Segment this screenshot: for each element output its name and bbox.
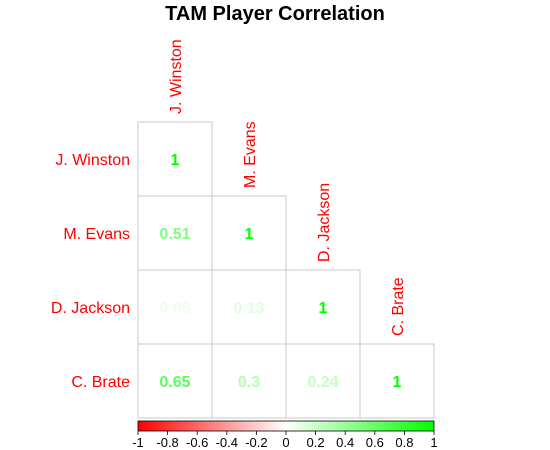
heatmap-cell-c-brate-d-jackson xyxy=(285,343,361,419)
colorbar-tick-label: 0 xyxy=(282,435,289,450)
cell-value-label: 1 xyxy=(171,152,180,169)
heatmap-cell-c-brate-j-winston xyxy=(137,343,213,419)
heatmap-cell-c-brate-c-brate xyxy=(359,343,435,419)
column-label-j-winston: J. Winston xyxy=(168,39,185,114)
column-label-c-brate: C. Brate xyxy=(390,277,407,336)
colorbar: -1 -0.8 -0.6 -0.4 -0.2 0 0.2 0.4 0.6 0.8 1 xyxy=(132,420,438,450)
heatmap-cell-m-evans-m-evans xyxy=(211,195,287,271)
cell-value-label: 0.24 xyxy=(307,374,338,391)
cell-value-label: 0.13 xyxy=(233,300,264,317)
colorbar-gradient xyxy=(137,420,435,432)
colorbar-tick-label: 0.2 xyxy=(307,435,325,450)
row-labels: J. Winston M. Evans D. Jackson C. Brate xyxy=(51,152,130,391)
heatmap-cell-d-jackson-j-winston xyxy=(137,269,213,345)
cell-value-label: 1 xyxy=(245,226,254,243)
column-labels: J. Winston M. Evans D. Jackson C. Brate xyxy=(168,39,407,336)
colorbar-tick-label: -1 xyxy=(132,435,144,450)
colorbar-tick-label: 0.8 xyxy=(395,435,413,450)
cell-value-label: 0.51 xyxy=(159,226,190,243)
column-label-m-evans: M. Evans xyxy=(242,121,259,188)
heatmap-cell-j-winston-j-winston xyxy=(137,121,213,197)
row-label-c-brate: C. Brate xyxy=(71,374,130,391)
colorbar-tick-label: -0.2 xyxy=(245,435,267,450)
row-label-d-jackson: D. Jackson xyxy=(51,300,130,317)
cell-value-label: 0.08 xyxy=(159,300,190,317)
colorbar-tick-label: -0.8 xyxy=(156,435,178,450)
row-label-m-evans: M. Evans xyxy=(63,226,130,243)
heatmap-cells: 1 0.51 1 0.08 0.13 1 0.65 0.3 0.24 1 xyxy=(137,121,435,419)
heatmap-cell-m-evans-j-winston xyxy=(137,195,213,271)
column-label-d-jackson: D. Jackson xyxy=(316,183,333,262)
cell-value-label: 1 xyxy=(319,300,328,317)
colorbar-tick-label: 1 xyxy=(430,435,437,450)
colorbar-tick-label: 0.4 xyxy=(336,435,354,450)
cell-value-label: 0.3 xyxy=(238,374,260,391)
chart-title: TAM Player Correlation xyxy=(165,3,385,25)
colorbar-tick-label: 0.6 xyxy=(366,435,384,450)
colorbar-tick-label: -0.6 xyxy=(186,435,208,450)
heatmap-cell-c-brate-m-evans xyxy=(211,343,287,419)
heatmap-cell-d-jackson-m-evans xyxy=(211,269,287,345)
row-label-j-winston: J. Winston xyxy=(55,152,130,169)
colorbar-tick-label: -0.4 xyxy=(216,435,238,450)
cell-value-label: 1 xyxy=(393,374,402,391)
cell-value-label: 0.65 xyxy=(159,374,190,391)
heatmap-cell-d-jackson-d-jackson xyxy=(285,269,361,345)
